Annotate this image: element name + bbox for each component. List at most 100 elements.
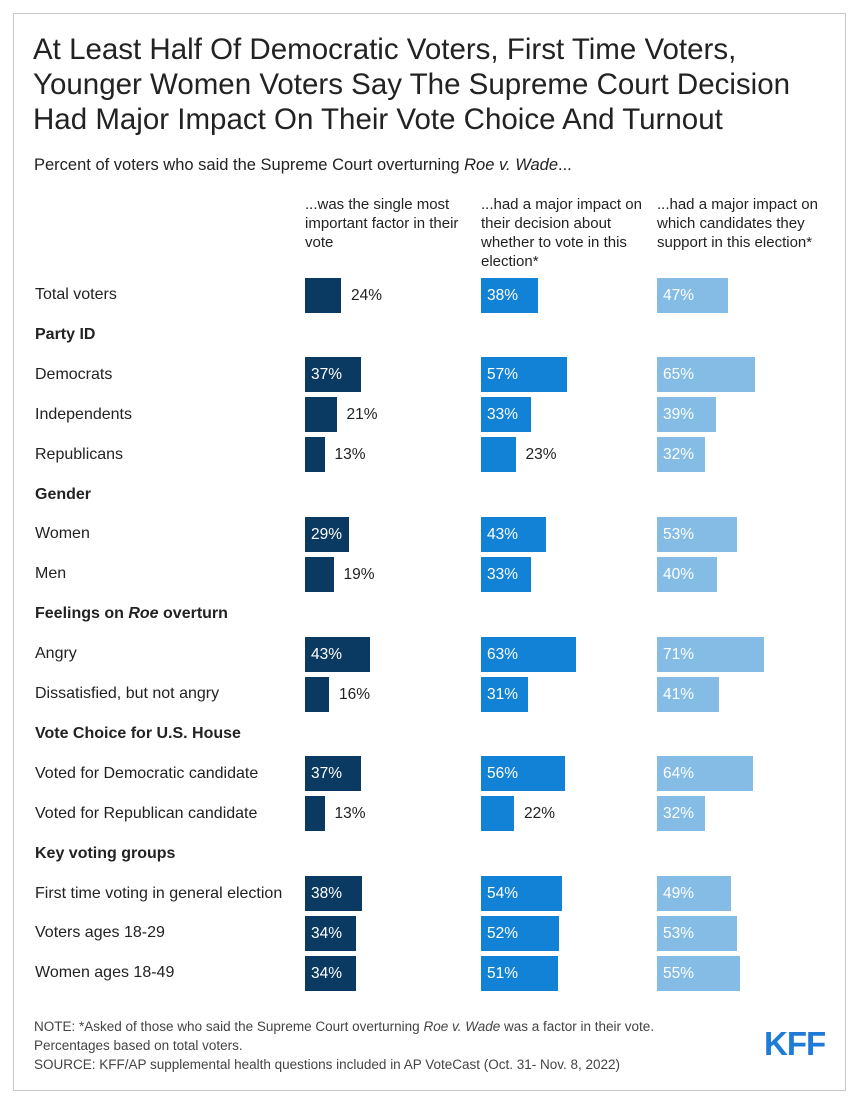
- bar-series-1: [305, 437, 325, 473]
- subtitle-italic: Roe v. Wade: [464, 156, 558, 174]
- data-label: 52%: [487, 924, 519, 942]
- column-header-1: ...was the single most important factor …: [305, 196, 459, 251]
- bar-series-3: [657, 437, 705, 473]
- note-line-1: NOTE: *Asked of those who said the Supre…: [34, 1017, 654, 1036]
- data-label: 37%: [311, 765, 343, 783]
- subtitle-prefix: Percent of voters who said the Supreme C…: [34, 156, 465, 174]
- bar-series-1: [305, 636, 370, 672]
- row-label: Women: [35, 525, 90, 543]
- bar-series-2: [481, 397, 531, 433]
- subtitle-suffix: ...: [558, 156, 572, 174]
- group-label: Key voting groups: [35, 844, 176, 862]
- bar-series-1: [305, 516, 349, 552]
- data-label: 39%: [663, 406, 695, 424]
- data-label: 34%: [311, 924, 343, 942]
- bar-series-2: [481, 756, 565, 792]
- bar-series-3: [657, 676, 719, 712]
- bar-series-1: [305, 796, 325, 832]
- data-label: 65%: [663, 366, 695, 384]
- bar-series-2: [481, 676, 528, 712]
- data-label: 21%: [346, 406, 378, 424]
- data-label: 16%: [339, 685, 371, 703]
- data-label: 57%: [487, 366, 519, 384]
- group-label: Party ID: [35, 325, 96, 343]
- bar-series-1: [305, 357, 361, 393]
- bar-series-1: [305, 277, 341, 313]
- data-label: 49%: [663, 885, 695, 902]
- bar-series-2: [481, 915, 559, 951]
- column-header-2: ...had a major impact on their decision …: [481, 196, 642, 270]
- group-label-suffix: overturn: [158, 605, 228, 623]
- bar-series-1: [305, 556, 334, 592]
- chart-title: At Least Half Of Democratic Voters, Firs…: [33, 33, 791, 136]
- bar-series-2: [481, 876, 562, 911]
- bar-series-2: [481, 636, 576, 672]
- data-label: 51%: [487, 964, 519, 982]
- bar-series-1: [305, 915, 356, 951]
- bar-series-2: [481, 437, 516, 473]
- row-label: Democrats: [35, 365, 113, 383]
- data-label: 29%: [311, 525, 343, 543]
- bar-series-1: [305, 756, 361, 792]
- data-label: 56%: [487, 765, 519, 783]
- data-label: 43%: [311, 645, 343, 663]
- bar-series-3: [657, 357, 755, 393]
- row-label: Voted for Democratic candidate: [35, 764, 259, 782]
- bar-series-3: [657, 796, 705, 832]
- group-label-prefix: Feelings on: [35, 605, 129, 623]
- data-label: 71%: [663, 645, 695, 663]
- data-label: 34%: [311, 964, 343, 982]
- data-label: 13%: [334, 446, 366, 464]
- bar-series-3: [657, 756, 753, 792]
- row-label: Voters ages 18-29: [35, 924, 165, 942]
- bar-series-3: [657, 277, 728, 313]
- row-label: Republicans: [35, 445, 124, 463]
- data-label: 55%: [663, 964, 695, 982]
- bar-series-2: [481, 955, 558, 991]
- data-label: 54%: [487, 885, 519, 902]
- data-label: 53%: [663, 525, 695, 543]
- data-label: 64%: [663, 765, 695, 783]
- bar-series-1: [305, 397, 337, 433]
- data-label: 32%: [663, 446, 695, 464]
- bar-series-2: [481, 796, 514, 832]
- group-label: Vote Choice for U.S. House: [35, 724, 241, 742]
- bar-series-1: [305, 955, 356, 991]
- row-label: Voted for Republican candidate: [35, 804, 258, 822]
- kff-logo: KFF: [764, 1025, 826, 1062]
- data-label: 13%: [334, 805, 366, 823]
- row-label: Men: [35, 565, 67, 583]
- note-prefix: NOTE: *Asked of those who said the Supre…: [34, 1019, 424, 1034]
- data-label: 37%: [311, 366, 343, 384]
- data-label: 43%: [487, 525, 519, 543]
- group-label: Feelings on Roe overturn: [35, 605, 228, 623]
- data-label: 31%: [487, 685, 519, 703]
- row-label: Women ages 18-49: [35, 964, 175, 982]
- note-suffix: was a factor in their vote.: [500, 1019, 655, 1034]
- data-label: 23%: [525, 446, 557, 464]
- data-label: 38%: [311, 885, 343, 902]
- data-label: 63%: [487, 645, 519, 663]
- chart-frame: [13, 13, 846, 1091]
- bar-series-3: [657, 955, 740, 991]
- note-italic: Roe v. Wade: [423, 1019, 501, 1034]
- row-label: Independents: [35, 405, 132, 423]
- data-label: 38%: [487, 286, 519, 304]
- row-label: Dissatisfied, but not angry: [35, 685, 220, 702]
- data-label: 33%: [487, 565, 519, 583]
- note-line-2: Percentages based on total voters.: [34, 1038, 243, 1053]
- bar-series-3: [657, 397, 716, 433]
- group-label-italic: Roe: [128, 605, 159, 623]
- bar-series-2: [481, 556, 531, 592]
- bar-series-1: [305, 876, 362, 911]
- bar-series-2: [481, 357, 567, 393]
- bar-series-3: [657, 556, 717, 592]
- bar-series-1: [305, 676, 329, 712]
- data-label: 19%: [343, 565, 375, 583]
- chart-note: NOTE: *Asked of those who said the Supre…: [34, 1017, 654, 1074]
- bar-series-3: [657, 915, 737, 951]
- data-label: 40%: [663, 565, 695, 583]
- bar-series-2: [481, 277, 538, 313]
- bar-series-3: [657, 636, 764, 672]
- source-line: SOURCE: KFF/AP supplemental health quest…: [34, 1057, 621, 1072]
